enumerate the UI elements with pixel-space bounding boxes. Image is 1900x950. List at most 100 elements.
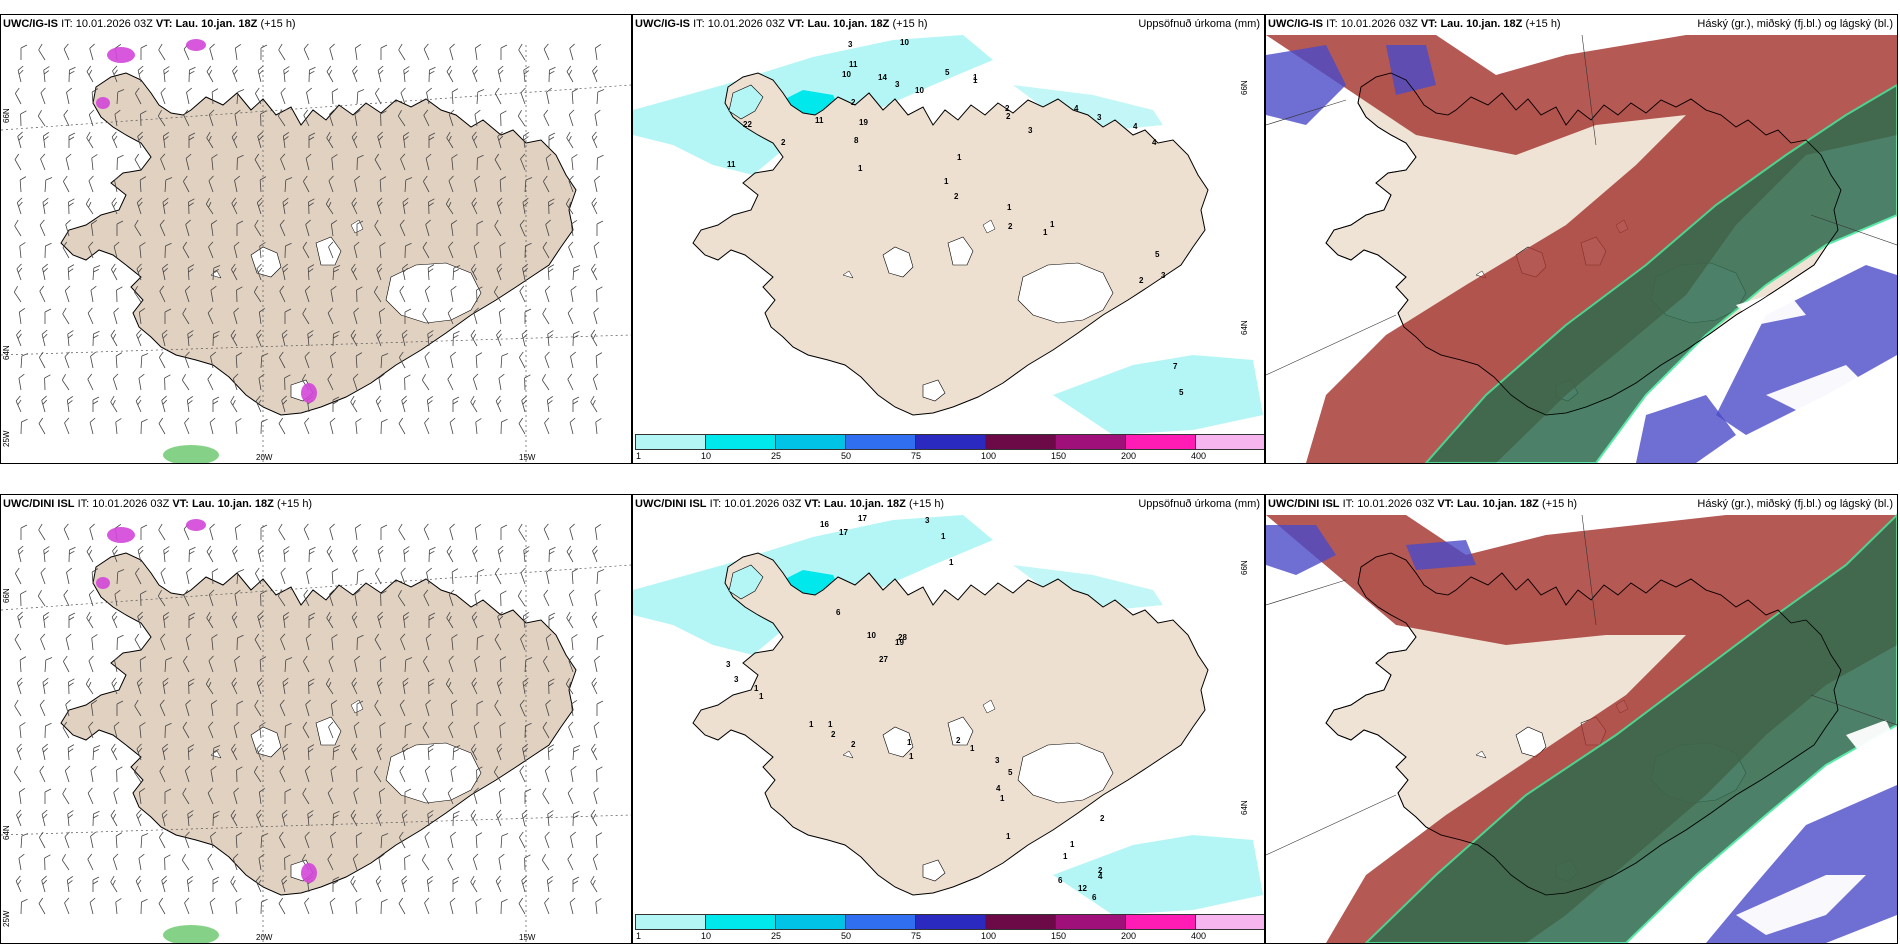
- wind-barb: [282, 611, 290, 629]
- wind-barb: [517, 590, 526, 607]
- wind-barb: [138, 373, 145, 391]
- snow-area: [301, 863, 317, 883]
- wind-barb: [541, 374, 550, 391]
- precip-value: 3: [734, 675, 739, 684]
- wind-barb: [373, 286, 382, 303]
- clear-area: [1846, 720, 1897, 760]
- wind-barb: [257, 545, 264, 563]
- wind-barb: [253, 286, 262, 303]
- wind-barb: [546, 395, 554, 413]
- wind-barb: [41, 875, 48, 893]
- wind-barb: [259, 722, 266, 739]
- wind-barb: [260, 898, 268, 915]
- wind-barb: [282, 197, 289, 215]
- wind-barb: [139, 722, 146, 739]
- wind-barb: [374, 219, 382, 237]
- wind-barb: [88, 655, 94, 673]
- wind-barb: [209, 43, 215, 61]
- lat-line: [1, 334, 631, 356]
- wind-barb: [543, 43, 550, 61]
- wind-barb: [355, 418, 362, 435]
- wind-barb: [113, 307, 119, 325]
- wind-barb: [68, 66, 76, 83]
- wind-barb: [500, 353, 509, 369]
- wind-barb: [164, 242, 172, 259]
- lead-time: (+15 h): [276, 498, 313, 510]
- wind-barb: [524, 854, 531, 871]
- wind-barb: [183, 109, 190, 127]
- wind-barb: [88, 175, 94, 193]
- wind-barb: [496, 263, 503, 281]
- wind-barb: [284, 657, 293, 673]
- wind-barb: [208, 589, 215, 607]
- wind-barb: [236, 766, 243, 783]
- wind-barb: [380, 833, 389, 849]
- wind-barb: [234, 43, 242, 61]
- wind-barb: [255, 567, 262, 585]
- wind-barb: [231, 197, 238, 215]
- wind-barb: [523, 66, 530, 83]
- wind-barb: [182, 721, 190, 739]
- precip-value: 2: [1006, 112, 1011, 121]
- glacier: [882, 246, 914, 278]
- lead-time: (+15 h): [908, 498, 945, 510]
- wind-barb: [19, 176, 27, 193]
- lat-label: 66N: [1240, 80, 1249, 95]
- wind-barb: [356, 700, 364, 716]
- wind-barb: [400, 153, 406, 171]
- wind-barb: [474, 589, 481, 607]
- wind-barb: [330, 351, 336, 369]
- wind-barb: [542, 241, 550, 259]
- wind-barb: [162, 131, 170, 149]
- wind-barb: [112, 373, 119, 391]
- wind-barb: [303, 523, 310, 541]
- wind-barb: [326, 131, 334, 149]
- wind-barb: [184, 351, 190, 369]
- precip-colorbar: 1 10 25 50 75 100 150 200 400: [635, 434, 1264, 461]
- it-value: 10.01.2026 03Z: [1340, 18, 1418, 30]
- precip-value: 2: [831, 730, 836, 739]
- wind-barb: [232, 853, 239, 871]
- wind-barb: [64, 417, 70, 435]
- wind-barb: [567, 307, 574, 325]
- wind-barb: [281, 875, 288, 893]
- precip-value: 6: [1058, 876, 1063, 885]
- wind-barb: [44, 722, 52, 739]
- wind-barb: [377, 545, 384, 563]
- wind-barb: [353, 787, 359, 805]
- wind-barb: [64, 831, 70, 849]
- wind-barb: [111, 611, 118, 629]
- precip-value: 1: [970, 744, 975, 753]
- wind-barb: [184, 417, 190, 435]
- precip-value: 3: [925, 516, 930, 525]
- wind-barb: [377, 611, 384, 629]
- wind-barb: [254, 699, 262, 717]
- wind-barb: [497, 131, 504, 149]
- wind-barb: [307, 330, 314, 347]
- precip-value: 1: [973, 76, 978, 85]
- colorbar-label: 400: [1191, 931, 1207, 941]
- snow-area: [96, 577, 110, 589]
- wind-barb: [472, 853, 479, 871]
- wind-barb: [571, 634, 578, 651]
- wind-barb: [450, 351, 456, 369]
- wind-barb: [520, 87, 526, 105]
- wind-barb: [236, 569, 245, 585]
- boundary-line: [1810, 694, 1897, 726]
- wind-barb: [450, 219, 458, 237]
- wind-barb: [182, 307, 190, 325]
- wind-barb: [446, 131, 454, 149]
- wind-barb: [378, 853, 385, 871]
- wind-barb: [595, 352, 603, 369]
- wind-barb: [62, 721, 70, 739]
- wind-barb: [38, 523, 46, 541]
- wind-barb: [186, 567, 192, 585]
- wind-barb: [38, 417, 46, 435]
- wind-barb: [163, 546, 170, 563]
- panel-title: UWC/DINI ISL IT: 10.01.2026 03Z VT: Lau.…: [1268, 498, 1577, 510]
- wind-barb: [138, 307, 146, 325]
- colorbar-label: 75: [911, 451, 922, 461]
- wind-barb: [499, 722, 506, 739]
- wind-barb: [568, 109, 575, 127]
- lead-time: (+15 h): [892, 18, 928, 30]
